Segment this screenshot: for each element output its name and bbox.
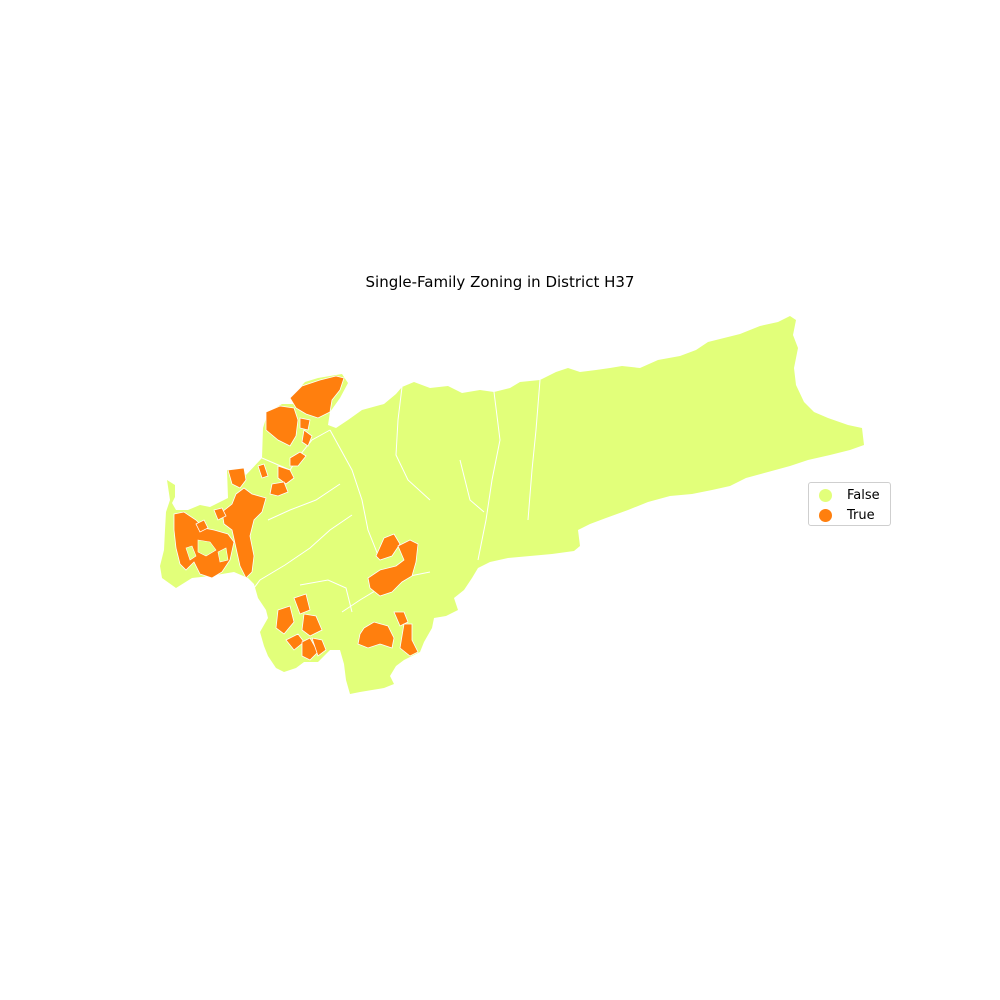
parcel-true: [367, 539, 419, 597]
legend-item-false: False: [819, 486, 880, 504]
map-legend: False True: [808, 482, 891, 526]
parcel-true: [213, 507, 227, 521]
legend-swatch-true: [819, 508, 832, 522]
parcel-true: [277, 465, 295, 485]
parcel-true: [357, 621, 395, 649]
parcel-true: [289, 375, 345, 419]
district-false-area: [160, 316, 864, 694]
parcel-true: [301, 637, 319, 661]
parcel-true: [227, 467, 247, 489]
parcel-true: [257, 463, 269, 479]
legend-label-true: True: [847, 507, 875, 523]
map-title: Single-Family Zoning in District H37: [365, 273, 635, 291]
legend-item-true: True: [819, 506, 875, 524]
parcel-true: [399, 623, 419, 657]
parcel-true: [275, 605, 295, 635]
parcel-true: [195, 519, 209, 533]
parcel-false: [197, 539, 217, 557]
parcel-true: [375, 533, 401, 561]
parcel-false: [185, 545, 197, 561]
parcel-false: [217, 547, 229, 563]
parcel-true: [301, 613, 323, 637]
parcel-true: [289, 451, 307, 467]
parcel-true: [393, 611, 409, 627]
parcel-true: [301, 429, 313, 447]
parcel-true: [299, 417, 311, 431]
parcel-true: [269, 481, 289, 497]
parcel-true: [221, 487, 267, 579]
parcel-true: [265, 405, 299, 447]
legend-swatch-false: [819, 488, 832, 502]
parcel-true: [293, 593, 311, 615]
legend-label-false: False: [847, 487, 880, 503]
parcel-true: [311, 637, 327, 657]
single-family-parcels: [173, 375, 419, 661]
